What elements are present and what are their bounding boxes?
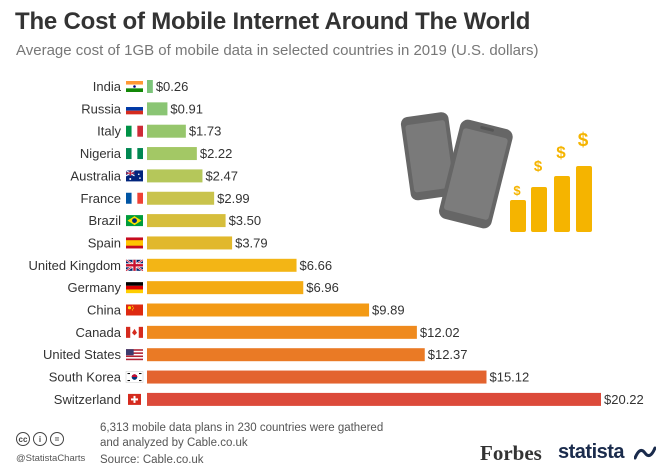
category-label: France <box>81 191 121 206</box>
value-label: $20.22 <box>604 392 644 407</box>
category-label: Brazil <box>88 213 121 228</box>
value-label: $2.22 <box>200 146 233 161</box>
category-label: Russia <box>81 101 122 116</box>
value-label: $0.91 <box>170 101 203 116</box>
brazil-flag-icon <box>126 215 143 227</box>
coin-stack-icon <box>510 200 526 232</box>
value-label: $12.02 <box>420 325 460 340</box>
bar <box>147 169 203 183</box>
category-label: Australia <box>70 168 121 183</box>
bar <box>147 102 168 116</box>
bar <box>147 236 233 250</box>
value-label: $3.50 <box>229 213 262 228</box>
nigeria-flag-icon <box>126 148 143 160</box>
coin-stack-icon <box>554 176 570 232</box>
coin-stack-icon <box>576 166 592 232</box>
source-note: Source: Cable.co.uk <box>100 454 204 466</box>
value-label: $15.12 <box>489 370 529 385</box>
statista-logo: statista <box>558 441 625 463</box>
canada-flag-icon <box>126 326 143 338</box>
bar <box>147 348 425 362</box>
value-label: $6.66 <box>300 258 333 273</box>
bar <box>147 392 601 406</box>
spain-flag-icon <box>126 237 143 249</box>
bar <box>147 303 370 317</box>
china-flag-icon <box>126 304 143 316</box>
coin-stacks-illustration: $ $ $ $ <box>510 130 592 232</box>
category-label: United States <box>43 347 122 362</box>
bar <box>147 214 226 228</box>
france-flag-icon <box>126 192 143 204</box>
creative-commons-icon: cc <box>16 432 30 446</box>
statista-wave-icon <box>634 446 656 460</box>
forbes-logo: Forbes <box>480 441 542 465</box>
bar <box>147 147 197 161</box>
united-states-flag-icon <box>126 349 143 361</box>
methodology-note: 6,313 mobile data plans in 230 countries… <box>100 422 384 449</box>
value-label: $1.73 <box>189 124 222 139</box>
dollar-sign-icon: $ <box>534 158 543 175</box>
category-label: China <box>87 303 122 318</box>
australia-flag-icon <box>125 169 143 182</box>
no-derivatives-icon: = <box>50 432 64 446</box>
russia-flag-icon <box>126 103 143 115</box>
category-label: India <box>93 79 122 94</box>
value-label: $3.79 <box>235 235 268 250</box>
license-icons: cc i = <box>16 432 64 446</box>
dollar-sign-icon: $ <box>578 130 589 151</box>
value-label: $9.89 <box>372 303 405 318</box>
bar <box>147 370 487 384</box>
coin-stack-icon <box>531 187 547 232</box>
dollar-sign-icon: $ <box>556 143 566 162</box>
category-label: Germany <box>68 280 122 295</box>
phones-illustration <box>400 112 513 229</box>
switzerland-flag-icon <box>128 393 141 405</box>
category-label: Canada <box>75 325 121 340</box>
bar <box>147 281 304 295</box>
dollar-sign-icon: $ <box>513 183 521 198</box>
category-label: United Kingdom <box>29 258 122 273</box>
value-label: $12.37 <box>428 347 468 362</box>
chart-title: The Cost of Mobile Internet Around The W… <box>15 8 531 35</box>
bar <box>147 124 186 138</box>
value-label: $6.96 <box>306 280 339 295</box>
bar <box>147 191 215 205</box>
south-korea-flag-icon <box>125 371 144 383</box>
chart-subtitle: Average cost of 1GB of mobile data in se… <box>16 42 539 59</box>
germany-flag-icon <box>126 282 143 294</box>
statista-handle: @StatistaCharts <box>16 453 86 464</box>
value-label: $0.26 <box>156 79 189 94</box>
attribution-icon: i <box>33 432 47 446</box>
bar <box>147 325 417 339</box>
bar <box>147 258 297 272</box>
category-label: Switzerland <box>54 392 121 407</box>
category-label: Spain <box>88 235 121 250</box>
united-kingdom-flag-icon <box>125 258 144 272</box>
value-label: $2.99 <box>217 191 250 206</box>
value-label: $2.47 <box>205 168 238 183</box>
category-label: South Korea <box>49 370 122 385</box>
india-flag-icon <box>126 81 143 92</box>
category-label: Nigeria <box>80 146 122 161</box>
italy-flag-icon <box>126 125 143 137</box>
bar <box>147 80 153 93</box>
category-label: Italy <box>97 124 121 139</box>
